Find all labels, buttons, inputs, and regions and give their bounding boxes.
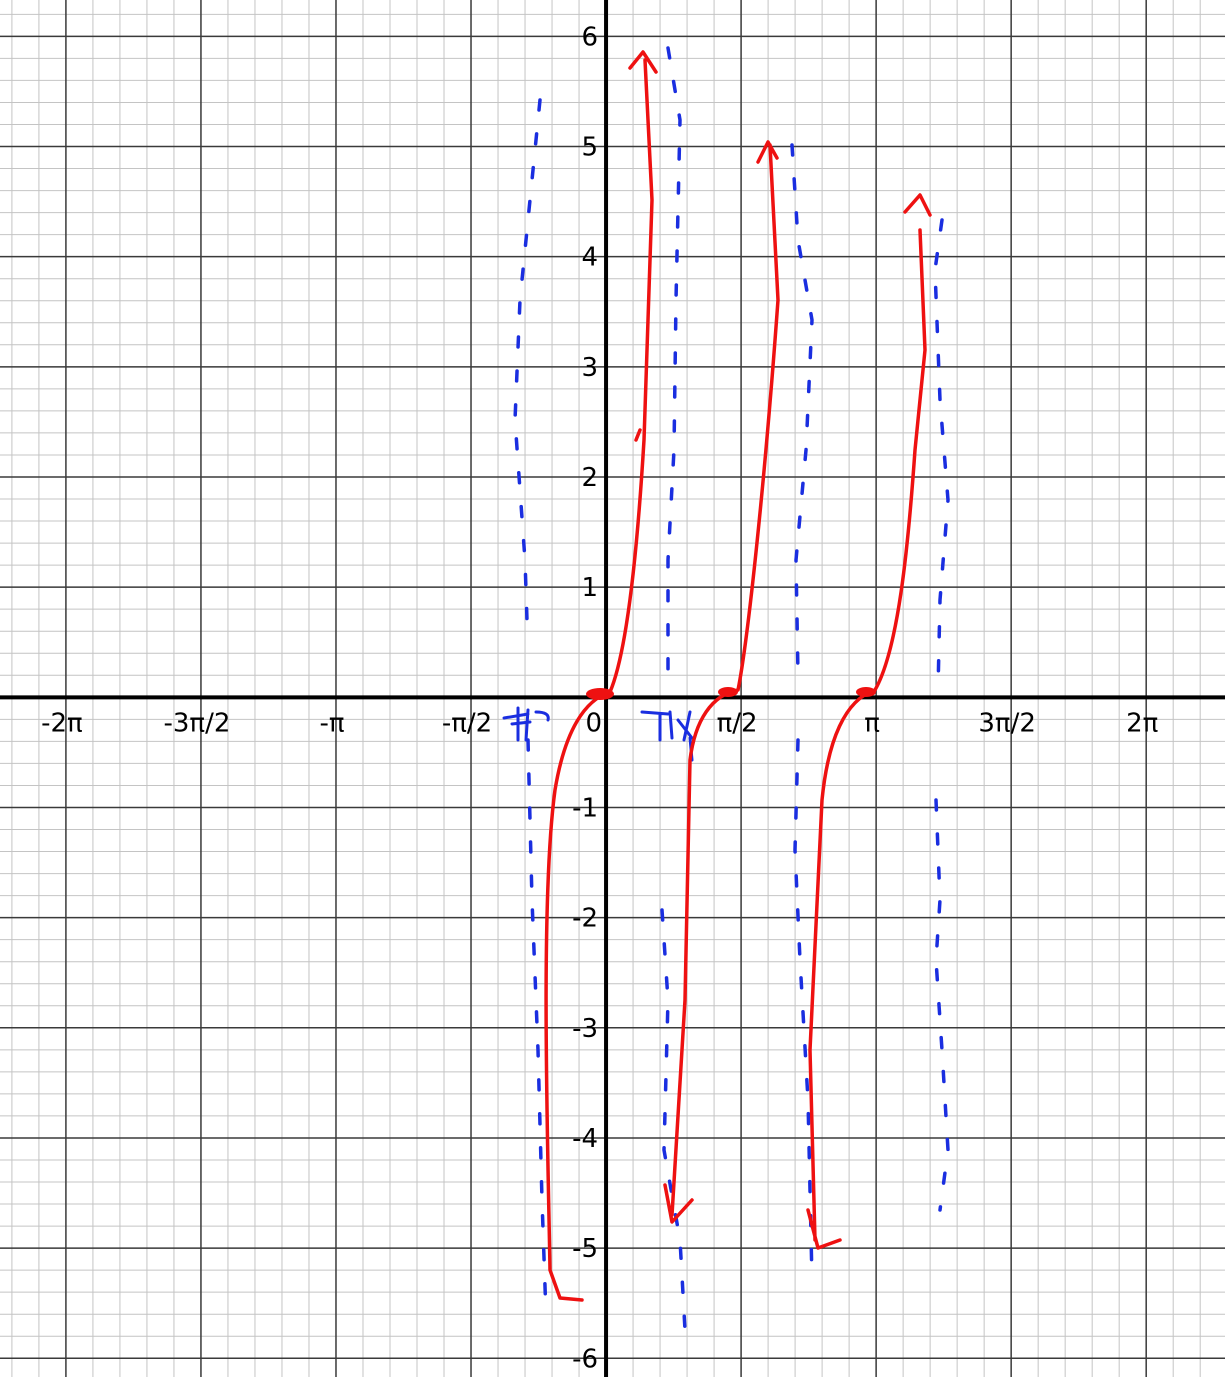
y-tick-label: -3 xyxy=(572,1014,598,1044)
y-tick-label: -5 xyxy=(572,1234,598,1264)
handwritten-mark xyxy=(640,710,694,762)
y-tick-label: 6 xyxy=(582,22,599,52)
x-tick-label: -2π xyxy=(41,708,83,738)
asymptote-sketch xyxy=(666,46,682,672)
x-tick-label: -π/2 xyxy=(442,708,492,738)
x-tick-label: 0 xyxy=(586,708,603,738)
handwritten-mark xyxy=(502,706,550,742)
asymptote-sketch xyxy=(513,98,542,622)
asymptote-sketch xyxy=(793,738,814,1282)
x-tick-label: -3π/2 xyxy=(164,708,231,738)
y-tick-label: -6 xyxy=(572,1344,598,1374)
y-tick-label: 4 xyxy=(582,243,599,273)
y-tick-label: 5 xyxy=(582,133,599,163)
x-tick-label: π xyxy=(864,708,880,738)
asymptote-sketch xyxy=(934,798,950,1212)
labels: -2π -3π/2 -π -π/2 0 π/2 π 3π/2 2π -6 -5 -4 -3 -2 -1 1 2 3… xyxy=(41,22,1158,1374)
sketch-dot xyxy=(718,687,738,697)
y-tick-label: -1 xyxy=(572,793,598,823)
sketch-dot xyxy=(586,688,614,700)
asymptote-sketch xyxy=(790,143,814,677)
asymptote-sketch xyxy=(526,738,548,1317)
x-tick-label: π/2 xyxy=(717,708,758,738)
x-tick-label: -π xyxy=(319,708,344,738)
y-tick-label: -4 xyxy=(572,1124,598,1154)
sketch-curve xyxy=(663,140,780,1224)
x-tick-label: 3π/2 xyxy=(978,708,1036,738)
asymptote-sketch xyxy=(660,908,687,1332)
sketch-dot xyxy=(856,687,876,697)
sketch xyxy=(502,46,950,1332)
x-tick-label: 2π xyxy=(1126,708,1158,738)
y-tick-label: -2 xyxy=(572,904,598,934)
sketch-curve xyxy=(544,50,658,1302)
sketch-curve xyxy=(806,193,932,1250)
y-tick-label: 2 xyxy=(582,463,599,493)
y-tick-label: 3 xyxy=(582,353,599,383)
asymptote-sketch xyxy=(933,218,950,692)
y-tick-label: 1 xyxy=(582,573,599,603)
